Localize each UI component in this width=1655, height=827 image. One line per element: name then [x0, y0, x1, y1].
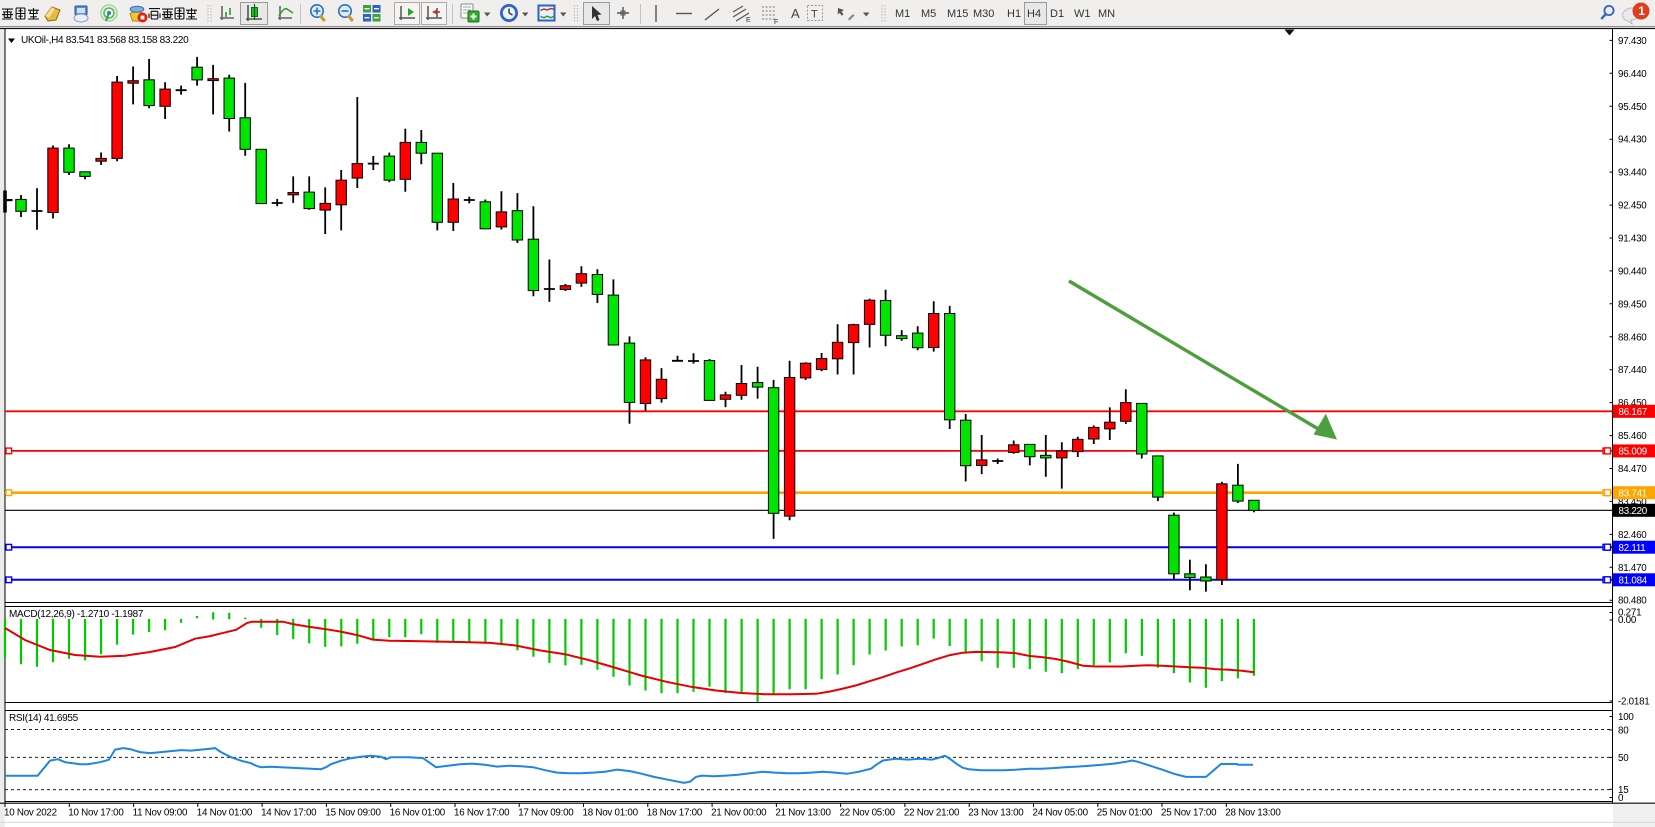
svg-text:88.460: 88.460: [1618, 332, 1647, 343]
svg-text:96.440: 96.440: [1618, 69, 1647, 80]
svg-text:RSI(14) 41.6955: RSI(14) 41.6955: [9, 713, 79, 724]
svg-text:H4: H4: [1027, 8, 1041, 20]
svg-text:11 Nov 09:00: 11 Nov 09:00: [133, 808, 188, 819]
svg-text:0.271: 0.271: [1618, 608, 1641, 619]
svg-text:UKOil-,H4 83.541 83.568 83.15: UKOil-,H4 83.541 83.568 83.158 83.220: [21, 35, 189, 46]
svg-text:24 Nov 05:00: 24 Nov 05:00: [1033, 808, 1089, 819]
svg-text:15 Nov 09:00: 15 Nov 09:00: [325, 808, 381, 819]
svg-text:85.009: 85.009: [1619, 447, 1647, 458]
svg-text:83.450: 83.450: [1618, 497, 1647, 508]
svg-text:16 Nov 17:00: 16 Nov 17:00: [454, 808, 510, 819]
svg-text:94.430: 94.430: [1618, 135, 1647, 146]
svg-text:F: F: [774, 19, 778, 26]
svg-text:23 Nov 13:00: 23 Nov 13:00: [968, 808, 1024, 819]
svg-text:14 Nov 01:00: 14 Nov 01:00: [197, 808, 253, 819]
svg-text:1: 1: [1638, 4, 1645, 18]
svg-text:0: 0: [1618, 793, 1624, 804]
svg-text:82.460: 82.460: [1618, 530, 1647, 541]
svg-text:22 Nov 21:00: 22 Nov 21:00: [904, 808, 960, 819]
svg-text:92.450: 92.450: [1618, 201, 1647, 212]
svg-text:83.220: 83.220: [1619, 506, 1648, 517]
svg-text:93.440: 93.440: [1618, 168, 1647, 179]
svg-text:21 Nov 13:00: 21 Nov 13:00: [775, 808, 831, 819]
svg-text:14 Nov 17:00: 14 Nov 17:00: [261, 808, 317, 819]
svg-text:87.440: 87.440: [1618, 365, 1647, 376]
svg-text:28 Nov 13:00: 28 Nov 13:00: [1225, 808, 1281, 819]
svg-text:T: T: [811, 9, 818, 21]
svg-text:86.167: 86.167: [1619, 407, 1647, 418]
svg-text:81.084: 81.084: [1619, 576, 1648, 587]
svg-text:17 Nov 09:00: 17 Nov 09:00: [518, 808, 574, 819]
svg-text:18 Nov 01:00: 18 Nov 01:00: [583, 808, 639, 819]
svg-text:86.450: 86.450: [1618, 398, 1647, 409]
svg-text:M30: M30: [973, 8, 994, 20]
svg-text:95.450: 95.450: [1618, 102, 1647, 113]
svg-text:82.111: 82.111: [1619, 543, 1646, 554]
svg-text:H1: H1: [1007, 8, 1021, 20]
svg-text:W1: W1: [1074, 8, 1091, 20]
svg-text:E: E: [746, 17, 751, 24]
svg-text:0.00: 0.00: [1618, 615, 1637, 626]
svg-text:22 Nov 05:00: 22 Nov 05:00: [840, 808, 896, 819]
svg-text:80: 80: [1618, 726, 1629, 737]
svg-text:M1: M1: [895, 8, 910, 20]
svg-text:M5: M5: [921, 8, 936, 20]
svg-text:89.450: 89.450: [1618, 299, 1647, 310]
svg-text:10 Nov 2022: 10 Nov 2022: [4, 808, 57, 819]
svg-text:85.460: 85.460: [1618, 431, 1647, 442]
svg-text:16 Nov 01:00: 16 Nov 01:00: [390, 808, 446, 819]
svg-text:90.440: 90.440: [1618, 266, 1647, 277]
svg-text:84.470: 84.470: [1618, 464, 1647, 475]
svg-text:25 Nov 17:00: 25 Nov 17:00: [1161, 808, 1217, 819]
svg-text:91.430: 91.430: [1618, 234, 1647, 245]
svg-text:D1: D1: [1050, 8, 1064, 20]
svg-text:MACD(12,26,9) -1.2710 -1.1987: MACD(12,26,9) -1.2710 -1.1987: [9, 609, 144, 620]
svg-text:-2.0181: -2.0181: [1618, 697, 1649, 708]
svg-text:25 Nov 01:00: 25 Nov 01:00: [1097, 808, 1153, 819]
svg-text:MN: MN: [1098, 8, 1115, 20]
svg-text:18 Nov 17:00: 18 Nov 17:00: [647, 808, 703, 819]
svg-text:81.470: 81.470: [1618, 563, 1647, 574]
svg-text:50: 50: [1618, 753, 1629, 764]
svg-text:80.480: 80.480: [1618, 596, 1647, 607]
svg-text:83.741: 83.741: [1619, 488, 1647, 499]
svg-text:15: 15: [1618, 785, 1629, 796]
svg-text:21 Nov 00:00: 21 Nov 00:00: [711, 808, 767, 819]
svg-text:10 Nov 17:00: 10 Nov 17:00: [68, 808, 124, 819]
svg-text:100: 100: [1618, 712, 1634, 723]
svg-text:97.430: 97.430: [1618, 36, 1647, 47]
svg-text:M15: M15: [947, 8, 968, 20]
svg-text:A: A: [791, 6, 800, 21]
